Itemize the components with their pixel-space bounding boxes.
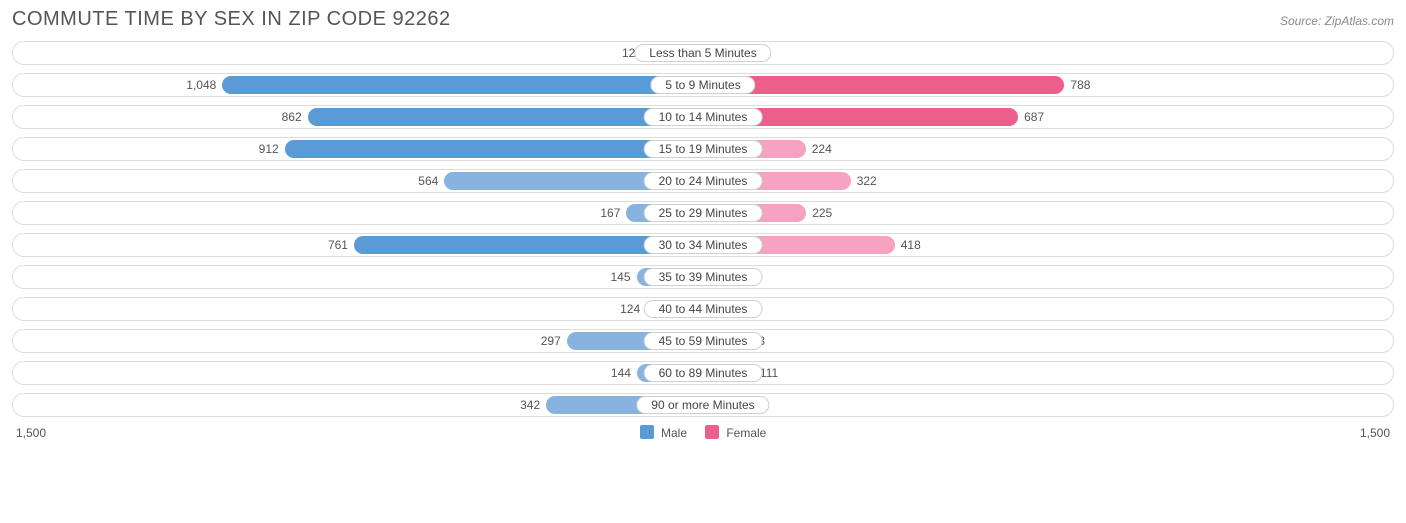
chart-row: 2979345 to 59 Minutes: [12, 329, 1394, 353]
chart-row: 167 225 25 to 29 Minutes: [12, 201, 1394, 225]
male-value: 564: [418, 174, 438, 188]
male-value: 297: [541, 334, 561, 348]
female-value: 111: [760, 366, 778, 380]
category-pill: 45 to 59 Minutes: [644, 332, 763, 350]
category-pill: 15 to 19 Minutes: [644, 140, 763, 158]
male-value: 124: [620, 302, 640, 316]
category-pill: 60 to 89 Minutes: [644, 364, 763, 382]
chart-legend: Male Female: [640, 425, 767, 440]
category-pill: Less than 5 Minutes: [634, 44, 771, 62]
female-value: 788: [1070, 78, 1090, 92]
legend-male: Male: [640, 425, 687, 440]
female-value: 322: [857, 174, 877, 188]
male-value: 342: [520, 398, 540, 412]
chart-row: 1246440 to 44 Minutes: [12, 297, 1394, 321]
female-value: 224: [812, 142, 832, 156]
chart-header: Commute Time by Sex in Zip Code 92262 So…: [12, 8, 1394, 31]
category-pill: 30 to 34 Minutes: [644, 236, 763, 254]
legend-female: Female: [705, 425, 766, 440]
chart-title: Commute Time by Sex in Zip Code 92262: [12, 8, 451, 31]
male-value: 862: [282, 110, 302, 124]
female-value: 687: [1024, 110, 1044, 124]
chart-axis: 1,500 Male Female 1,500: [12, 425, 1394, 440]
female-bar: [703, 76, 1064, 94]
category-pill: 25 to 29 Minutes: [644, 204, 763, 222]
axis-left-label: 1,500: [16, 426, 46, 440]
chart-source: Source: ZipAtlas.com: [1280, 14, 1394, 28]
male-value: 144: [611, 366, 631, 380]
axis-right-label: 1,500: [1360, 426, 1390, 440]
legend-female-label: Female: [726, 426, 766, 440]
chart-row: 564 322 20 to 24 Minutes: [12, 169, 1394, 193]
chart-row: 761 418 30 to 34 Minutes: [12, 233, 1394, 257]
male-value: 1,048: [186, 78, 216, 92]
category-pill: 35 to 39 Minutes: [644, 268, 763, 286]
category-pill: 5 to 9 Minutes: [650, 76, 755, 94]
male-value: 761: [328, 238, 348, 252]
female-value: 418: [901, 238, 921, 252]
commute-chart: 12092Less than 5 Minutes 1,048 788 5 to 9 M…: [12, 41, 1394, 417]
legend-male-label: Male: [661, 426, 687, 440]
male-swatch-icon: [640, 425, 654, 439]
category-pill: 10 to 14 Minutes: [644, 108, 763, 126]
chart-row: 144 11160 to 89 Minutes: [12, 361, 1394, 385]
male-value: 167: [600, 206, 620, 220]
chart-row: 912 224 15 to 19 Minutes: [12, 137, 1394, 161]
category-pill: 90 or more Minutes: [636, 396, 769, 414]
category-pill: 20 to 24 Minutes: [644, 172, 763, 190]
chart-row: 12092Less than 5 Minutes: [12, 41, 1394, 65]
female-swatch-icon: [705, 425, 719, 439]
chart-row: 1,048 788 5 to 9 Minutes: [12, 73, 1394, 97]
male-bar: [222, 76, 703, 94]
chart-row: 1454035 to 39 Minutes: [12, 265, 1394, 289]
male-value: 912: [259, 142, 279, 156]
category-pill: 40 to 44 Minutes: [644, 300, 763, 318]
chart-row: 862 687 10 to 14 Minutes: [12, 105, 1394, 129]
female-value: 225: [812, 206, 832, 220]
male-value: 145: [610, 270, 630, 284]
chart-row: 3425090 or more Minutes: [12, 393, 1394, 417]
male-bar: [285, 140, 703, 158]
